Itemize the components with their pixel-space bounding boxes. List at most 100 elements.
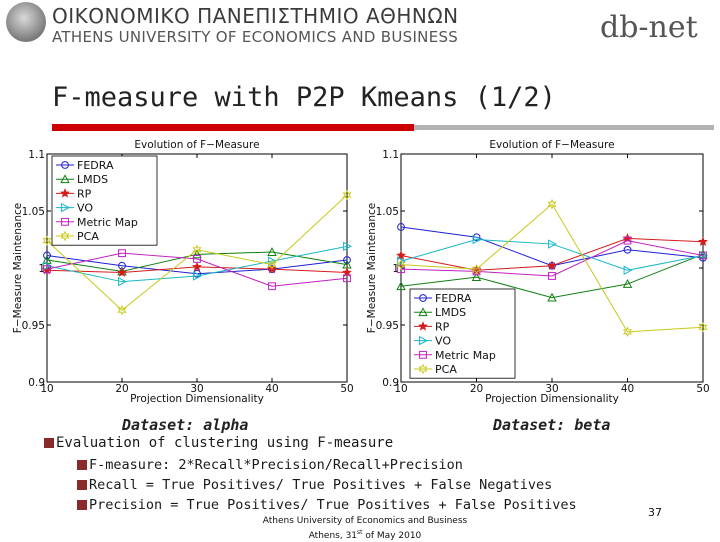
y-tick-label: 0.9: [28, 377, 45, 389]
x-tick-label: 20: [470, 383, 483, 395]
x-tick-label: 40: [621, 383, 634, 395]
legend-marker: [60, 188, 70, 198]
x-axis-label: Projection Dimensionality: [485, 393, 619, 405]
footer-line-2: Athens, 31st of May 2010: [200, 527, 530, 542]
series-line: [400, 240, 704, 277]
data-point: [622, 278, 633, 288]
legend-marker: [419, 335, 428, 346]
dbnet-logo-text: db-net: [600, 10, 698, 45]
legend-entry: VO: [77, 202, 93, 215]
data-point: [397, 256, 406, 266]
x-tick-label: 10: [394, 383, 407, 395]
dbnet-logo: db-net: [600, 10, 698, 45]
data-point: [43, 251, 51, 260]
title-underline: [52, 124, 714, 131]
bullet-sub-3: Precision = True Positives/ True Positiv…: [77, 497, 577, 513]
data-point: [396, 250, 406, 260]
page-number: 37: [648, 506, 662, 519]
series-line: [400, 253, 704, 299]
legend-marker: [60, 174, 70, 184]
chart-title: Evolution of F−Measure: [134, 139, 259, 151]
x-tick-label: 30: [190, 383, 203, 395]
data-point: [622, 326, 633, 338]
x-tick-label: 40: [265, 383, 278, 395]
footer-date-prefix: Athens, 31: [308, 531, 358, 541]
y-tick-label: 1.05: [22, 206, 45, 218]
x-tick-label: 10: [40, 383, 53, 395]
legend-marker: [61, 161, 69, 169]
footer-date-sup: st: [357, 529, 363, 536]
data-point: [547, 292, 557, 302]
bullet-sub-text: F-measure: 2*Recall*Precision/Recall+Pre…: [89, 457, 463, 473]
data-point: [192, 249, 202, 259]
legend-entry: LMDS: [435, 306, 466, 319]
bullet-sub-text: Precision = True Positives/ True Positiv…: [89, 497, 577, 513]
data-point: [623, 236, 632, 245]
x-axis-label: Projection Dimensionality: [130, 393, 264, 405]
data-point: [396, 281, 406, 291]
series-pca: [42, 189, 352, 316]
bullet-main-text: Evaluation of clustering using F-measure: [56, 435, 394, 451]
y-axis-label: F−Measure Maintenance: [366, 203, 378, 333]
university-name-english: ATHENS UNIVERSITY OF ECONOMICS AND BUSIN…: [52, 28, 459, 46]
data-point: [117, 267, 127, 277]
legend-marker: [61, 217, 69, 226]
legend-marker: [418, 321, 428, 331]
data-point: [623, 265, 633, 276]
chart-title: Evolution of F−Measure: [489, 139, 614, 151]
y-tick-label: 1.1: [382, 149, 399, 161]
bullet-sub-1: F-measure: 2*Recall*Precision/Recall+Pre…: [77, 457, 463, 473]
bullet-marker-icon: [44, 438, 54, 448]
series-vo: [43, 241, 352, 287]
y-tick-label: 1: [392, 263, 399, 275]
data-point: [193, 254, 201, 263]
data-point: [343, 256, 351, 264]
legend-box: [409, 288, 516, 379]
data-point: [118, 276, 127, 287]
chart-beta: Evolution of F−Measure 0.9 0.95 1 1.05 1.1 10 2…: [366, 139, 710, 405]
bullet-main: Evaluation of clustering using F-measure: [44, 435, 393, 451]
footer: Athens University of Economics and Busin…: [200, 516, 530, 542]
series-pca: [396, 198, 708, 338]
data-point: [117, 304, 127, 316]
data-point: [548, 239, 557, 249]
slide-title: F-measure with P2P Kmeans (1/2): [52, 82, 556, 113]
legend-entry: PCA: [435, 363, 457, 376]
x-tick-label: 30: [545, 383, 558, 395]
legend-marker: [418, 363, 428, 375]
legend-marker: [61, 202, 70, 213]
university-name-greek: ΟΙΚΟΝΟΜΙΚΟ ΠΑΝΕΠΙΣΤΗΜΙΟ ΑΘΗΝΩΝ: [52, 4, 459, 28]
legend-marker: [419, 294, 427, 302]
data-point: [42, 235, 52, 246]
x-tick-label: 50: [340, 383, 353, 395]
legend-entry: PCA: [77, 230, 99, 243]
series-line: [46, 245, 348, 283]
data-point: [698, 321, 708, 333]
legend-marker: [418, 307, 428, 317]
data-point: [397, 223, 405, 231]
data-point: [267, 247, 277, 256]
y-tick-label: 1.05: [376, 206, 399, 218]
data-point: [267, 259, 277, 270]
legend-entry: LMDS: [77, 173, 108, 186]
data-point: [342, 189, 352, 201]
footer-date-suffix: of May 2010: [362, 531, 422, 541]
x-tick-label: 50: [696, 383, 709, 395]
dataset-label-alpha: Dataset: alpha: [122, 416, 249, 434]
data-point: [471, 263, 482, 275]
y-tick-label: 0.9: [382, 377, 399, 389]
data-point: [192, 261, 202, 272]
legend-entry: RP: [77, 187, 92, 200]
legend-box: [51, 155, 158, 246]
y-tick-label: 0.95: [22, 320, 45, 332]
legend-marker: [419, 350, 427, 359]
legend-entry: VO: [435, 335, 451, 348]
dataset-label-beta: Dataset: beta: [493, 416, 611, 434]
data-point: [548, 272, 556, 280]
y-tick-label: 0.95: [376, 320, 399, 332]
series-line: [46, 252, 348, 287]
x-tick-label: 20: [115, 383, 128, 395]
legend-entry: RP: [435, 320, 450, 333]
